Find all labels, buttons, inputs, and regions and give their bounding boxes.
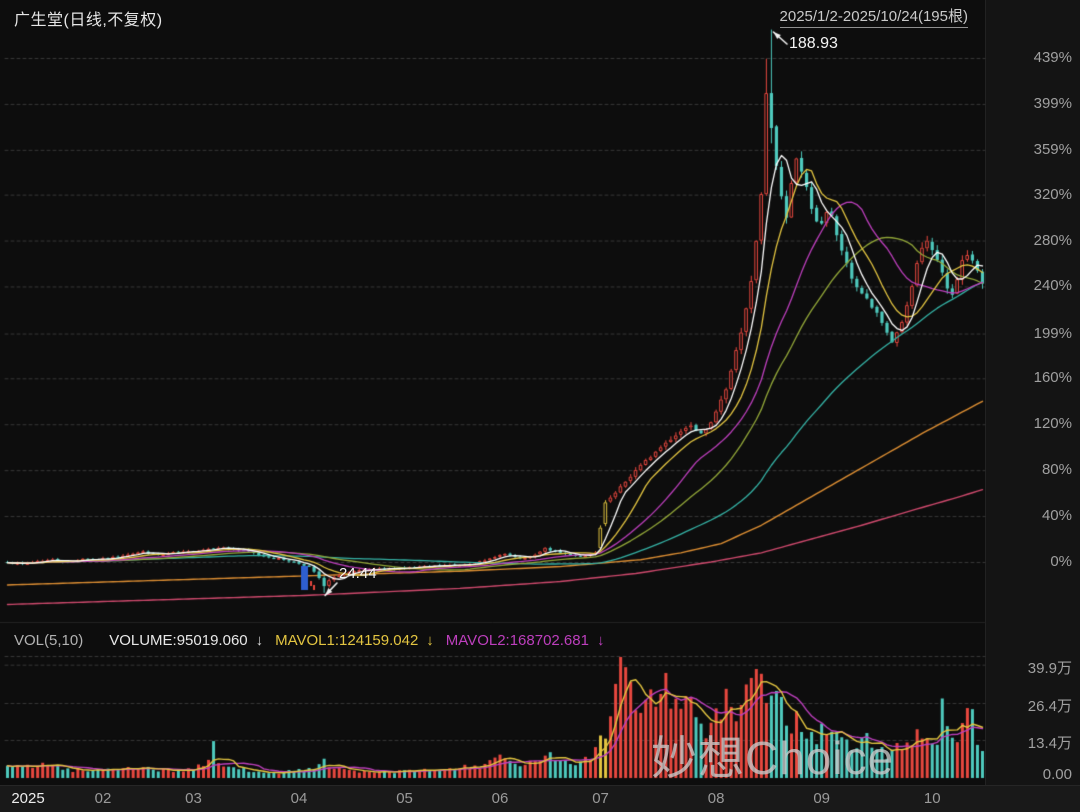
time-axis-label: 03	[185, 790, 202, 807]
price-axis-label: 439%	[1033, 49, 1072, 66]
price-axis-label: 199%	[1033, 324, 1072, 342]
time-axis-label: 09	[813, 790, 830, 807]
volume-axis-label: 39.9万	[1027, 659, 1072, 677]
price-axis-label: 399%	[1033, 94, 1072, 112]
low-price-annotation: 24.44	[339, 565, 377, 582]
mavol1-down-arrow-icon: ↓	[426, 631, 434, 649]
volume-indicator-header: VOL(5,10) VOLUME:95019.060 ↓ MAVOL1:1241…	[14, 628, 616, 652]
price-axis-label: 40%	[1041, 507, 1072, 525]
high-price-annotation: 188.93	[789, 35, 838, 52]
price-axis-label: 80%	[1041, 461, 1072, 479]
time-axis-label: 2025	[11, 790, 45, 807]
stock-title: 广生堂(日线,不复权)	[14, 12, 163, 29]
time-axis-label: 06	[491, 790, 509, 807]
date-range-link[interactable]: 2025/1/2-2025/10/24(195根)	[779, 5, 968, 28]
price-axis-label: 280%	[1033, 231, 1072, 249]
price-axis-label: 359%	[1033, 140, 1072, 158]
mavol1-value-label: MAVOL1:124159.042	[275, 631, 419, 649]
watermark: 妙想Choice	[651, 732, 895, 784]
price-axis-label: 320%	[1033, 185, 1072, 203]
price-axis-label: 0%	[1050, 553, 1072, 570]
volume-value-label: VOLUME:95019.060	[109, 631, 248, 649]
volume-down-arrow-icon: ↓	[255, 631, 264, 649]
price-axis-label: 160%	[1033, 369, 1072, 387]
time-axis-label: 04	[290, 790, 308, 807]
time-axis-label: 05	[396, 790, 413, 807]
volume-axis-label: 26.4万	[1027, 698, 1072, 716]
time-axis-label: 07	[592, 790, 609, 807]
vol-indicator-label[interactable]: VOL(5,10)	[14, 631, 84, 649]
price-axis-label: 240%	[1033, 277, 1072, 295]
volume-axis-label: 13.4万	[1027, 734, 1072, 752]
time-axis-label: 10	[923, 790, 941, 807]
volume-axis-label: 0.00	[1042, 766, 1072, 783]
time-axis: 2025 02 03 04 05 06 07 08 09 10	[0, 785, 1080, 812]
mavol2-down-arrow-icon: ↓	[596, 631, 605, 649]
time-axis-label: 08	[707, 790, 725, 807]
time-axis-label: 02	[94, 790, 112, 807]
price-axis-label: 120%	[1033, 415, 1072, 433]
mavol2-value-label: MAVOL2:168702.681	[445, 631, 589, 649]
